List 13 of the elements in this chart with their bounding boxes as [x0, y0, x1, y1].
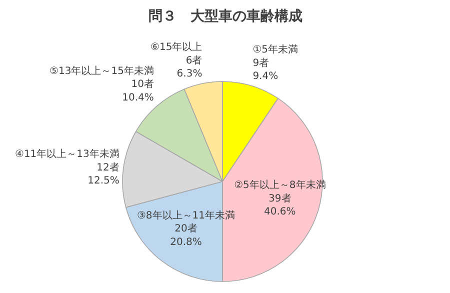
slice-label: ⑥15年以上 [150, 41, 202, 54]
data-label: 6者 6.3% [176, 54, 202, 80]
data-label: 10者 10.4% [122, 78, 154, 104]
slice-label: ③8年以上～11年未満 [136, 209, 236, 222]
data-label: 9者 9.4% [252, 56, 278, 82]
data-label: 39者 40.6% [264, 192, 296, 218]
data-label: 12者 12.5% [88, 161, 120, 187]
chart-title: 問３ 大型車の車齢構成 [148, 8, 302, 24]
slice-label: ①5年未満 [252, 44, 298, 56]
slice-label: ②5年以上～8年未満 [234, 179, 326, 192]
slice-label: ④11年以上～13年未満 [14, 148, 120, 160]
slice-label: ⑤13年以上～15年未満 [50, 64, 154, 77]
data-label: 20者 20.8% [170, 222, 202, 248]
